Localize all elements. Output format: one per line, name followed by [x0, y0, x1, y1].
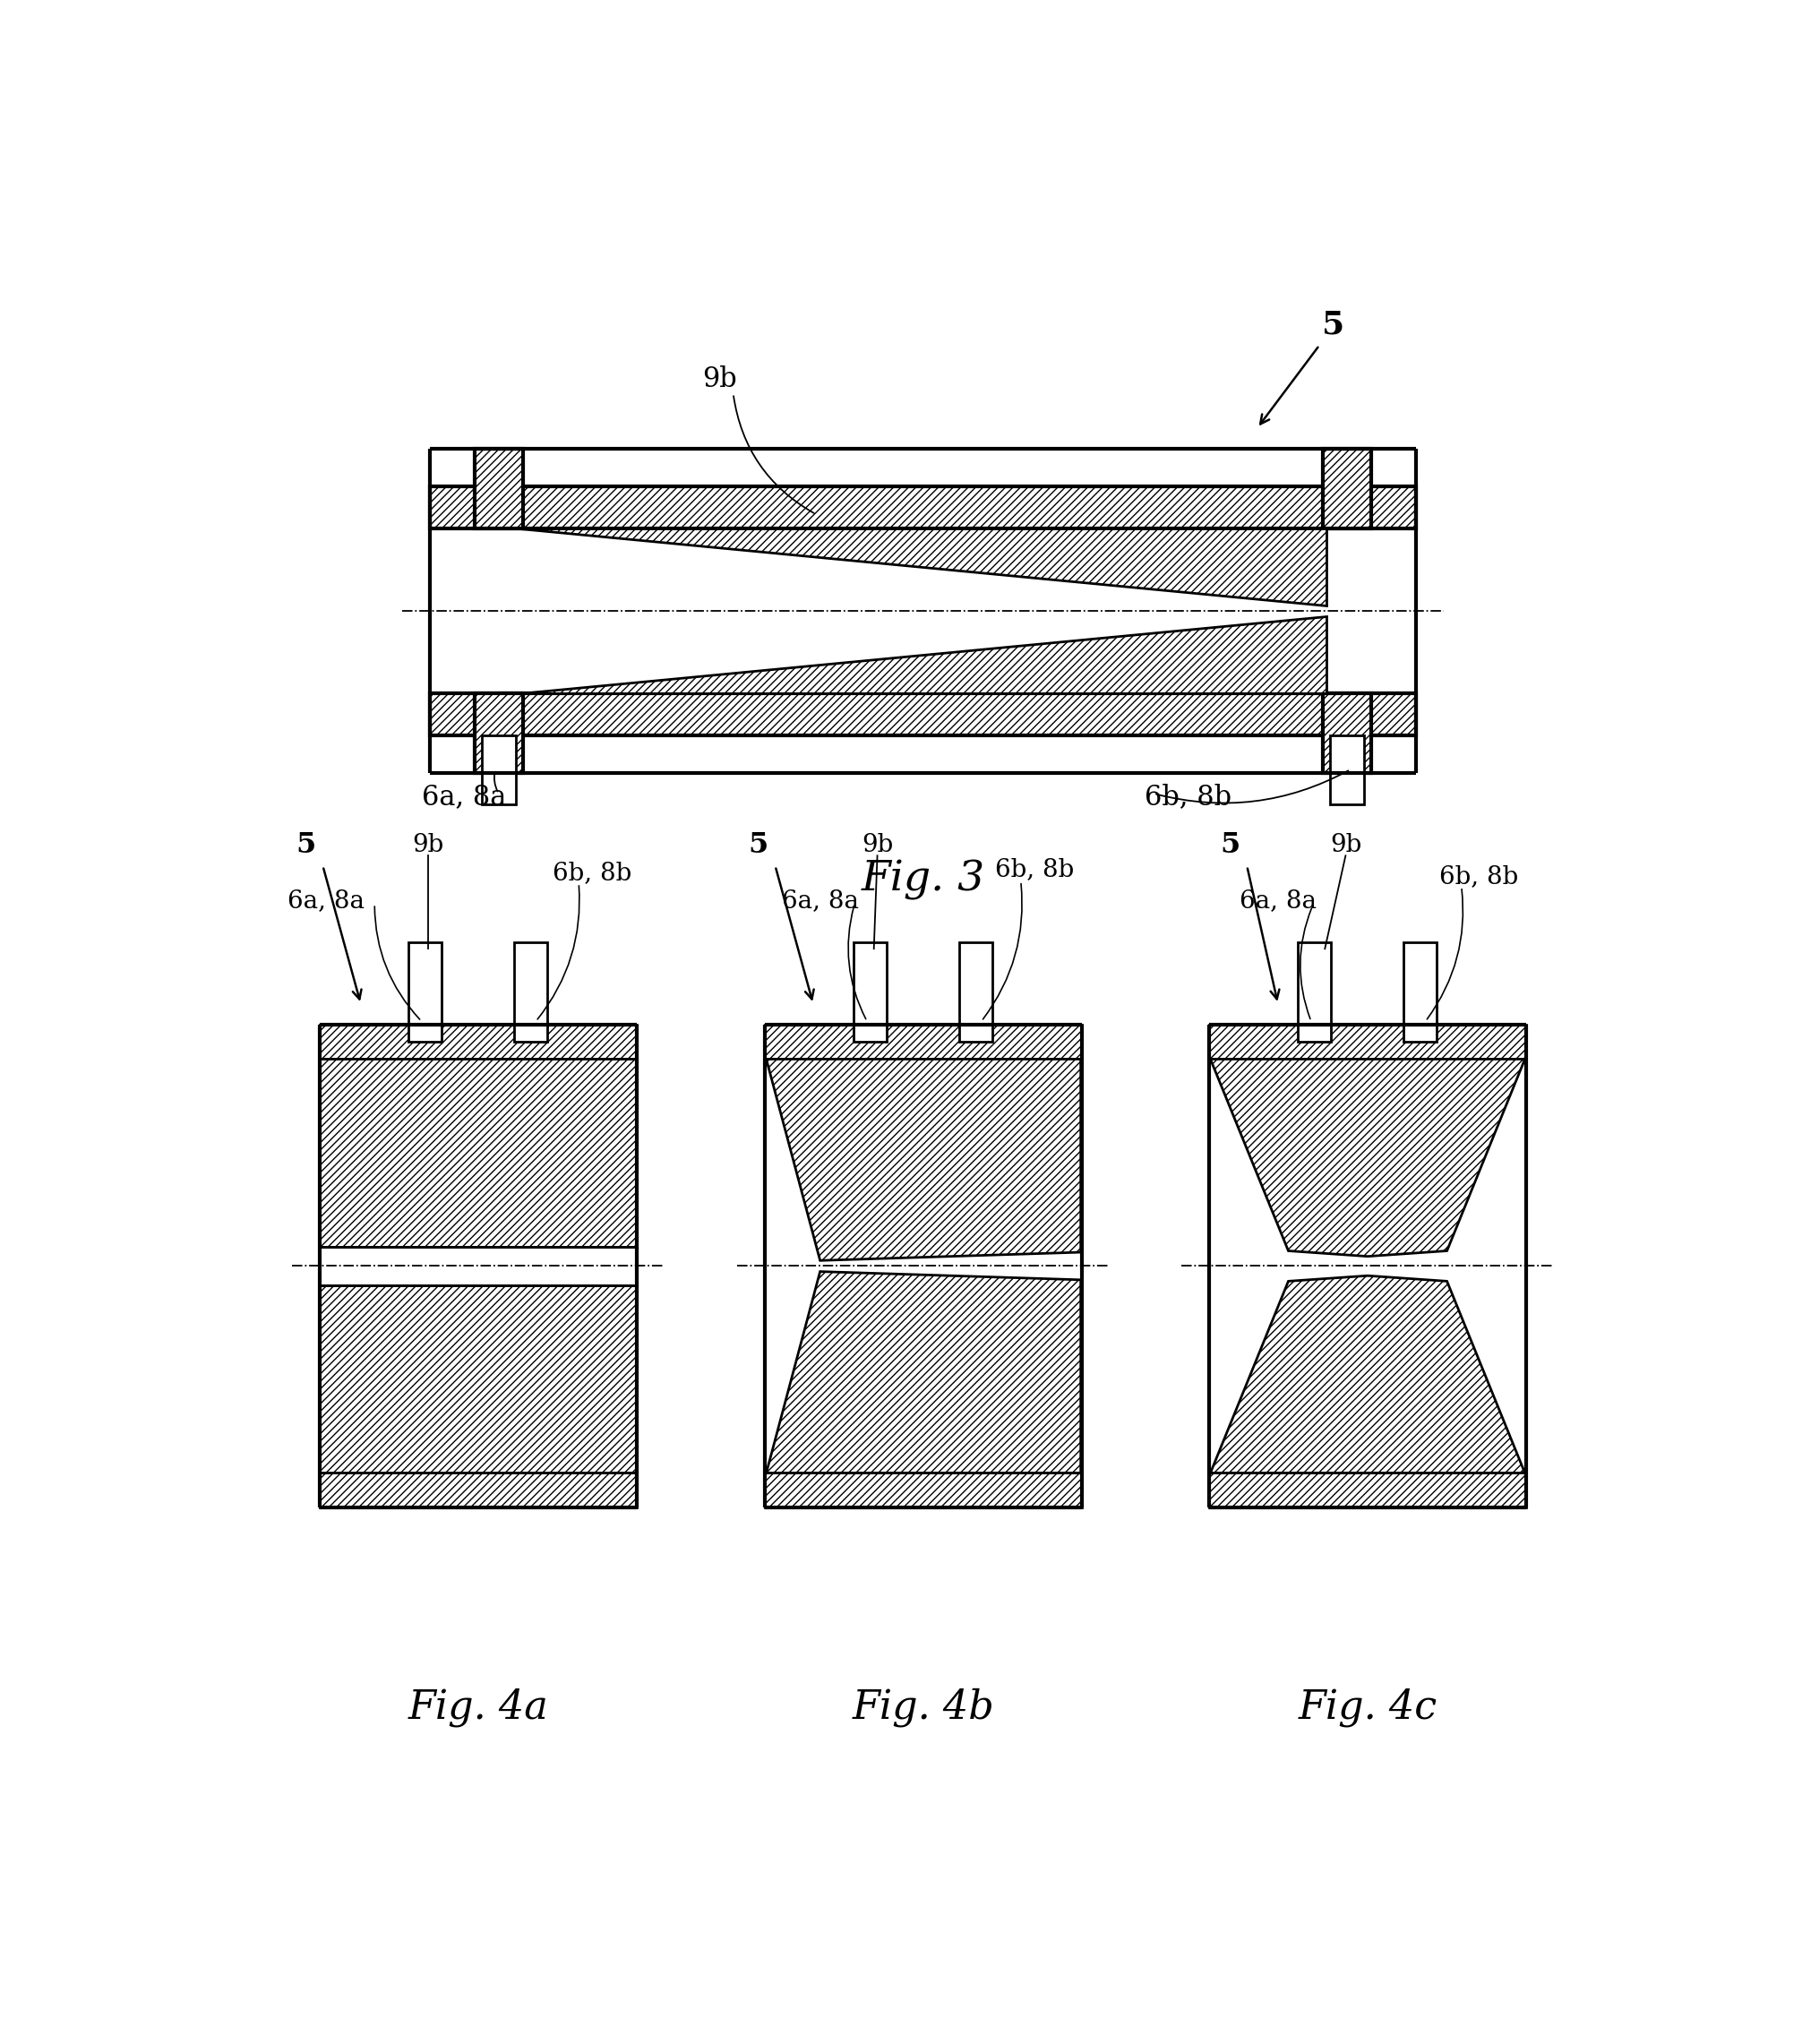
Bar: [474, 693, 523, 773]
Text: 9b: 9b: [703, 366, 737, 394]
Bar: [1297, 942, 1332, 1042]
Bar: [514, 942, 548, 1042]
Bar: [764, 1024, 1083, 1059]
Bar: [429, 486, 1416, 527]
Bar: [1323, 693, 1371, 773]
Bar: [1330, 736, 1364, 803]
Bar: [319, 1286, 636, 1474]
Text: 6a, 8a: 6a, 8a: [288, 889, 364, 912]
Bar: [1404, 942, 1436, 1042]
Text: Fig. 3: Fig. 3: [861, 861, 986, 899]
Polygon shape: [766, 1271, 1081, 1474]
Bar: [319, 1059, 636, 1247]
Polygon shape: [1211, 1059, 1524, 1257]
Bar: [429, 693, 1416, 736]
Text: 5: 5: [748, 832, 768, 858]
Text: 9b: 9b: [1330, 834, 1361, 856]
Bar: [1323, 450, 1371, 527]
Text: 6b, 8b: 6b, 8b: [553, 861, 633, 885]
Text: 6b, 8b: 6b, 8b: [1144, 783, 1233, 811]
Bar: [474, 450, 523, 527]
Bar: [1209, 1474, 1526, 1506]
Text: Fig. 4b: Fig. 4b: [852, 1688, 995, 1727]
Polygon shape: [519, 617, 1326, 693]
Bar: [764, 1474, 1083, 1506]
Bar: [959, 942, 993, 1042]
Text: 5: 5: [296, 832, 315, 858]
Text: 5: 5: [1323, 309, 1344, 339]
Bar: [409, 942, 441, 1042]
Polygon shape: [519, 527, 1326, 605]
Text: Fig. 4a: Fig. 4a: [407, 1688, 548, 1727]
Text: 6a, 8a: 6a, 8a: [782, 889, 858, 912]
Text: 9b: 9b: [413, 834, 443, 856]
Polygon shape: [766, 1059, 1081, 1261]
Text: 6b, 8b: 6b, 8b: [995, 856, 1074, 881]
Text: 5: 5: [1220, 832, 1240, 858]
Text: 6a, 8a: 6a, 8a: [422, 783, 506, 811]
Bar: [854, 942, 887, 1042]
Text: 6a, 8a: 6a, 8a: [1240, 889, 1317, 912]
Bar: [319, 1474, 636, 1506]
Polygon shape: [1211, 1275, 1524, 1474]
Bar: [1209, 1024, 1526, 1059]
Text: 6b, 8b: 6b, 8b: [1440, 865, 1519, 889]
Text: 9b: 9b: [861, 834, 894, 856]
Bar: [319, 1024, 636, 1059]
Text: Fig. 4c: Fig. 4c: [1297, 1688, 1438, 1727]
Bar: [481, 736, 515, 803]
